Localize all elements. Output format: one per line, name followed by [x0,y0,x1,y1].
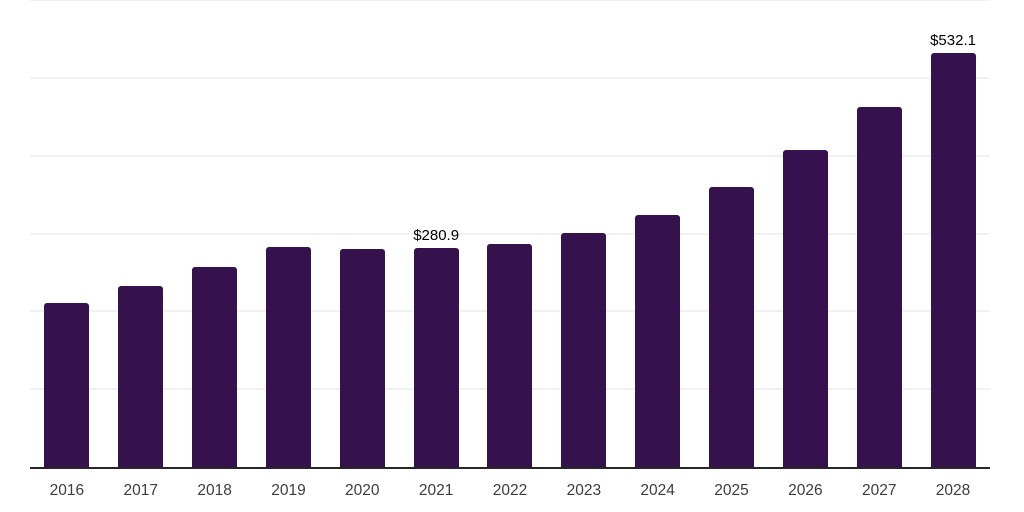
bar-slot [695,0,769,467]
x-tick-label: 2025 [714,482,749,499]
bar [192,267,238,467]
x-tick-label: 2023 [566,482,602,499]
bar-slot [842,0,916,467]
bar [44,302,90,467]
x-tick-label: 2017 [123,482,158,499]
bar-slot [473,0,547,467]
bar [339,248,385,467]
bar [413,248,459,467]
bar [118,285,164,467]
x-tick-label: 2027 [861,482,897,499]
gridline [30,232,990,235]
bar [856,106,902,467]
bar-value-label: $532.1 [930,31,976,49]
bar-slot [252,0,326,467]
x-tick-label: 2026 [788,482,823,499]
bar-slot [768,0,842,467]
bar-slot [621,0,695,467]
x-tick-label: 2016 [49,482,85,499]
bar [709,186,755,467]
gridline [30,0,990,1]
gridline [30,154,990,157]
bar-slot: $532.1 [916,0,990,467]
bar-slot [104,0,178,467]
x-tick-label: 2024 [640,482,675,499]
x-tick-label: 2018 [197,482,232,499]
gridline [30,76,990,79]
x-axis: 2016 2017 2018 2019 2020 2021 2022 2023 2024 2025… [30,469,990,500]
bar [635,214,681,467]
bar-value-label: $280.9 [413,227,460,245]
bar-slot: $280.9 [399,0,473,467]
x-tick-label: 2022 [492,482,528,499]
bar [930,52,976,467]
x-tick-label: 2019 [271,482,306,499]
bar-slot [30,0,104,467]
bar-slot [547,0,621,467]
bar [782,149,828,467]
bar [265,246,311,467]
bar-slot [325,0,399,467]
plot-area: $280.9 $532.1 [30,0,990,469]
bar-slot [178,0,252,467]
x-tick-label: 2028 [935,482,971,499]
bar [561,232,607,467]
x-tick-label: 2020 [345,482,380,499]
x-tick-label: 2021 [418,482,454,499]
bar [487,243,533,467]
